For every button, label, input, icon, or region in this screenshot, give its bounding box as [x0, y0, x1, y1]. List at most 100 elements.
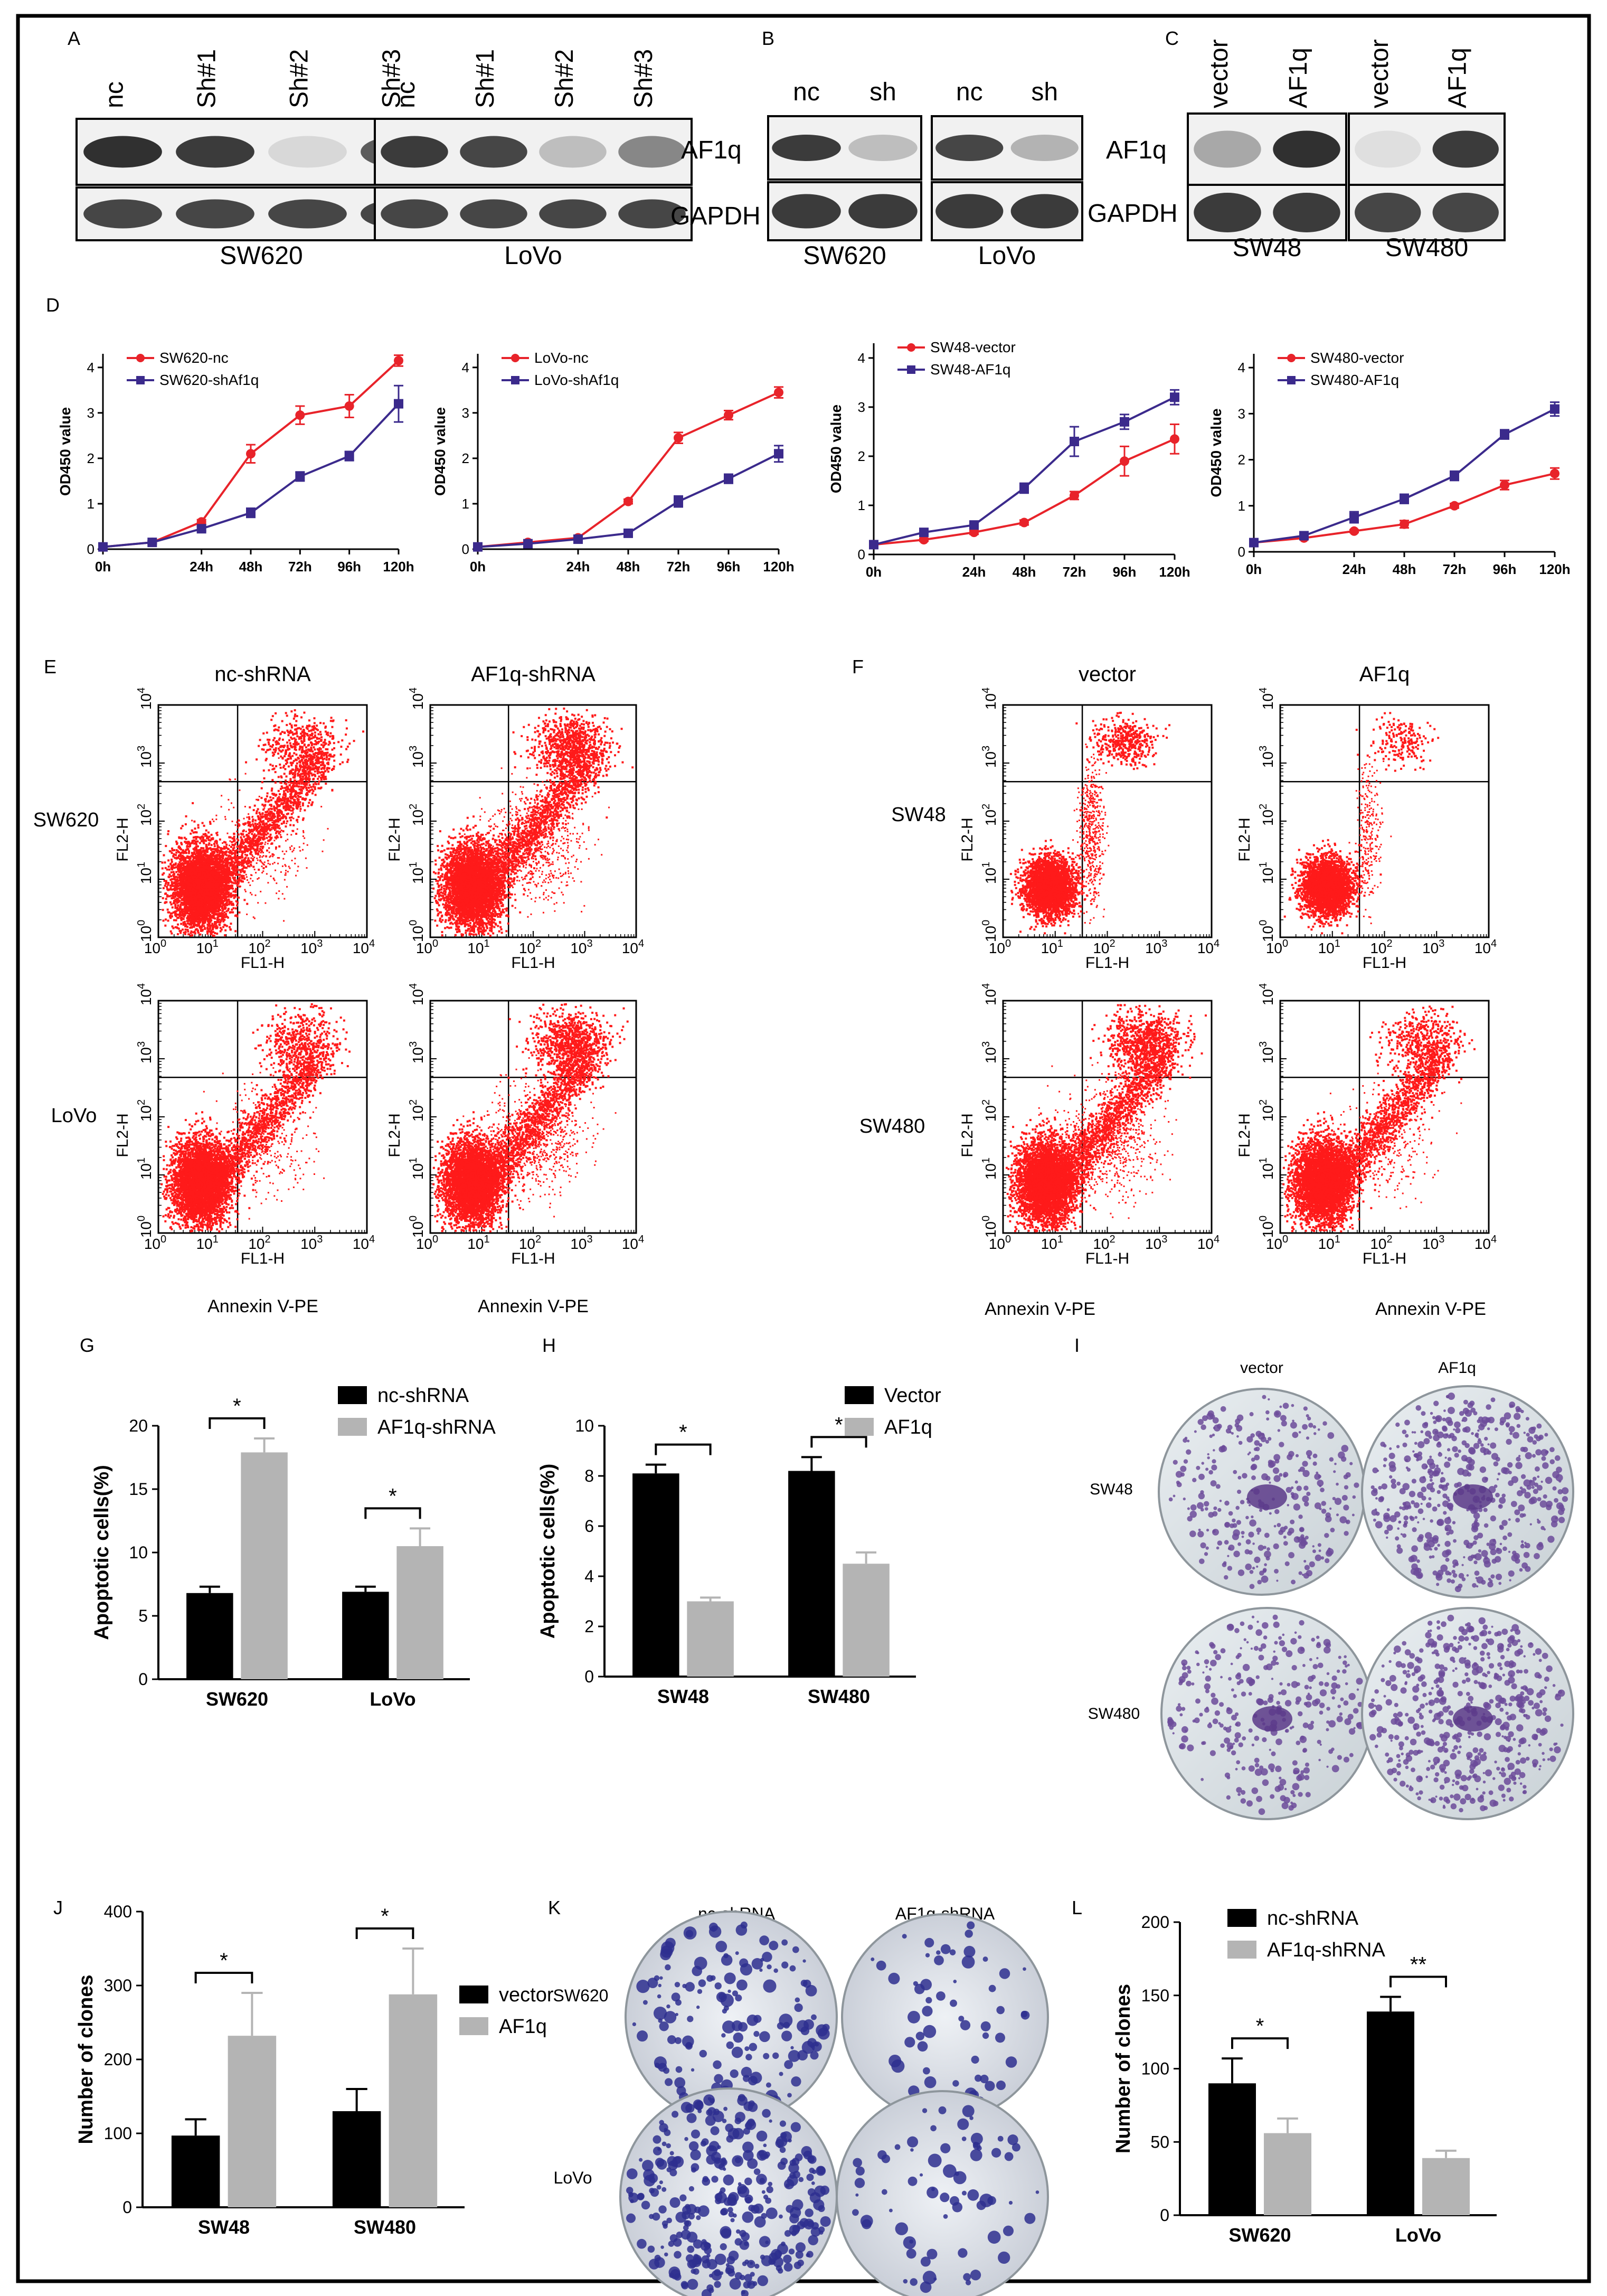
chart-d1-point — [196, 524, 206, 534]
flow-e-plot-event — [195, 916, 198, 918]
flow-e-plot-event — [202, 922, 205, 925]
flow-e-plot-event — [232, 911, 234, 914]
flow-e-plot-event — [174, 910, 176, 913]
flow-e-plot-event — [201, 926, 203, 928]
flow-e-plot-event — [178, 845, 181, 848]
flow-e-plot-event — [204, 833, 207, 835]
chart-d2-legend-marker — [511, 354, 519, 362]
flow-e-plot-event — [210, 909, 213, 912]
flow-e-plot-event — [212, 850, 215, 853]
flow-e-plot-event — [208, 858, 211, 861]
flow-e-plot-event — [236, 904, 239, 907]
flow-e-plot-event — [234, 930, 237, 933]
flow-e-plot-event — [176, 842, 178, 844]
flow-e-plot-event — [228, 903, 230, 906]
flow-e-plot-event — [178, 915, 181, 917]
flow-e-plot-event — [240, 879, 243, 882]
chart-d4-y-tick-label: 0 — [1238, 544, 1245, 560]
flow-e-plot-event — [210, 862, 212, 865]
flow-e-plot-event — [223, 904, 226, 906]
flow-e-plot-event — [169, 879, 172, 881]
flow-e-plot-event — [264, 800, 267, 803]
flow-e-plot-event — [169, 915, 172, 918]
flow-e-plot-event — [185, 841, 188, 843]
flow-e-plot-event — [186, 870, 188, 872]
flow-e-plot-event — [170, 903, 173, 906]
chart-d3-x-tick-label: 24h — [962, 564, 986, 580]
flow-e-plot-event — [211, 852, 214, 855]
flow-e-plot-event — [172, 897, 175, 899]
flow-e-plot-event — [173, 902, 176, 905]
chart-d2-x-tick-label: 0h — [470, 559, 486, 575]
flow-e-plot-event — [219, 857, 222, 860]
flow-e-plot-event — [185, 890, 188, 893]
flow-e-plot-event — [186, 928, 189, 931]
flow-e-plot-event — [223, 848, 226, 850]
flow-e-plot-event — [230, 923, 232, 925]
flow-e-plot-event — [223, 845, 225, 848]
flow-e-plot-event — [224, 916, 226, 918]
flow-e-plot-event — [218, 908, 221, 910]
flow-e-plot-event — [241, 864, 243, 867]
flow-e-plot-event — [175, 913, 177, 916]
flow-e-plot-event — [231, 866, 234, 869]
chart-d4-y-tick-label: 4 — [1238, 360, 1245, 375]
flow-e-plot-event — [228, 898, 230, 901]
flow-e-plot-event — [179, 859, 182, 862]
flow-e-plot-event — [235, 914, 238, 917]
flow-e-plot-event — [180, 919, 183, 921]
flow-e-plot-event — [206, 927, 209, 930]
flow-e-plot-event — [193, 842, 196, 845]
flow-e-plot-event — [213, 851, 215, 854]
flow-e-plot-event — [167, 882, 169, 884]
flow-e-plot-event — [219, 927, 222, 929]
flow-e-plot-event — [167, 833, 169, 835]
flow-e-plot-event — [221, 912, 224, 915]
flow-e-plot-event — [304, 809, 306, 812]
flow-e-plot-event — [175, 851, 178, 854]
flow-e-plot-event — [191, 889, 193, 892]
flow-e-plot-event — [165, 881, 167, 883]
flow-e-plot-event — [183, 856, 185, 859]
panel-label-l: L — [1072, 1897, 1082, 1918]
chart-d2-point — [674, 496, 683, 506]
chart-d3-point — [1120, 456, 1129, 466]
blot-a-gapdh-band — [83, 199, 162, 229]
flow-e-plot-event — [184, 933, 186, 936]
flow-e-plot-event — [190, 860, 193, 863]
flow-e-plot-event — [196, 857, 199, 859]
flow-e-plot-event — [184, 858, 186, 860]
flow-e-plot-event — [235, 882, 238, 884]
panel-label-h: H — [542, 1334, 556, 1356]
flow-e-plot-event — [195, 890, 198, 892]
flow-e-plot-event — [233, 833, 235, 835]
flow-e-plot-event — [235, 900, 238, 902]
flow-e-plot-event — [188, 909, 191, 912]
flow-e-plot-event — [197, 824, 200, 826]
flow-e-plot-x-tick-label: 101 — [196, 938, 219, 956]
flow-e-plot-event — [221, 907, 224, 909]
flow-e-plot-event — [183, 931, 185, 934]
blot-b-af1q-band — [1010, 135, 1079, 161]
flow-e-plot-event — [173, 919, 175, 921]
flow-e-plot-event — [225, 914, 228, 916]
flow-e-plot-event — [188, 917, 191, 919]
chart-d1-legend-label: SW620-nc — [159, 350, 229, 366]
flow-e-plot-event — [186, 892, 188, 895]
flow-e-plot-event — [184, 881, 186, 883]
chart-d4-legend-label: SW480-vector — [1310, 350, 1404, 366]
flow-e-plot-event — [181, 879, 184, 881]
chart-d3-legend-label: SW48-vector — [930, 339, 1016, 355]
flow-e-plot-event — [184, 872, 187, 874]
chart-d2-point — [724, 410, 733, 420]
flow-e-plot-event — [219, 852, 221, 854]
flow-e-plot-event — [224, 864, 227, 867]
flow-e-plot-event — [212, 916, 215, 918]
flow-f-column-label: AF1q — [1359, 663, 1410, 686]
flow-e-plot-event — [167, 830, 170, 833]
blot-c-lane-label: vector — [1205, 39, 1233, 108]
blot-a-lane-label: Sh#3 — [378, 49, 406, 108]
flow-e-plot-event — [202, 903, 205, 906]
flow-e-plot-event — [171, 912, 173, 915]
flow-e-plot-event — [215, 854, 218, 857]
